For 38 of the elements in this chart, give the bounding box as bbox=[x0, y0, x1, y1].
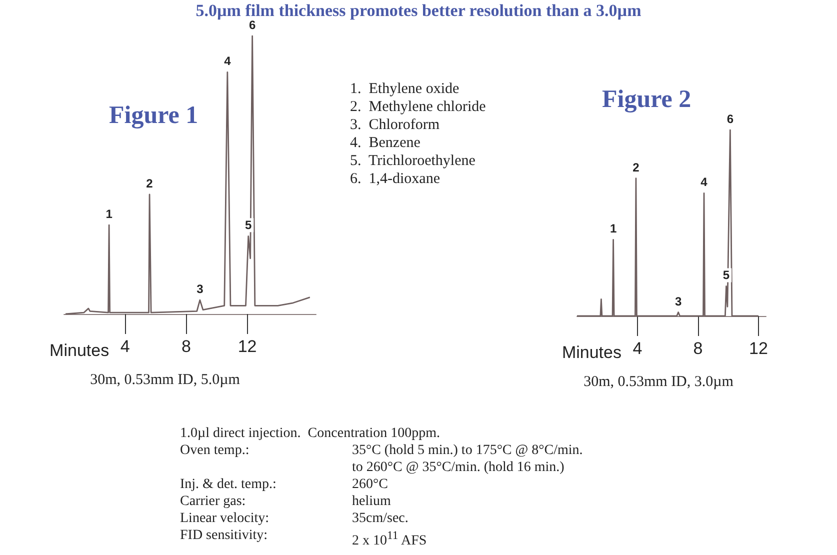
annotation: 3 bbox=[674, 294, 682, 308]
x-axis-title: Minutes bbox=[562, 343, 622, 362]
text: Linear velocity: 35cm/sec. bbox=[180, 511, 408, 526]
x-tick-label: 12 bbox=[748, 339, 768, 358]
annotation: 4 bbox=[700, 175, 708, 190]
text: 1. Ethylene oxide bbox=[350, 80, 460, 98]
annotation: 3 bbox=[196, 282, 204, 296]
text: FID sensitivity: 2 x 10$^{11}$ AFS bbox=[180, 528, 427, 549]
text: to 260°C @ 35°C/min. (hold 16 min.) bbox=[352, 459, 566, 476]
x-tick-label: 8 bbox=[181, 337, 191, 356]
annotation: 1 bbox=[610, 222, 617, 236]
text: 1.0µl direct injection. Concentration 100ppm. bbox=[180, 425, 442, 442]
annotation: 2 bbox=[146, 176, 154, 190]
annotation: 6 bbox=[726, 112, 734, 126]
chart-title: Figure 2 bbox=[602, 86, 692, 113]
x-axis-title: Minutes bbox=[50, 341, 110, 360]
text: 30m, 0.53mm ID, 3.0µm bbox=[584, 374, 734, 390]
text: 2. Methylene chloride bbox=[350, 98, 486, 116]
x-tick-label: 4 bbox=[632, 339, 642, 358]
annotation: 1 bbox=[106, 207, 113, 222]
text: Inj. & det. temp.: 260°C bbox=[180, 477, 388, 492]
text: Oven temp.: 35°C (hold 5 min.) to 175°C @ 8°C/min. bbox=[180, 443, 583, 458]
annotation: 5 bbox=[722, 268, 730, 282]
text: Carrier gas: helium bbox=[180, 494, 391, 509]
annotation: 5 bbox=[245, 218, 252, 232]
text: 5. Trichloroethylene bbox=[350, 152, 476, 170]
x-tick-label: 12 bbox=[238, 337, 257, 356]
text: 5.0µm film thickness promotes better resolution than a 3.0µm bbox=[194, 1, 642, 20]
text: 4. Benzene bbox=[350, 134, 422, 152]
text: 6. 1,4-dioxane bbox=[350, 170, 441, 188]
x-tick-label: 8 bbox=[693, 339, 703, 358]
text: Figure 1 bbox=[109, 102, 198, 129]
x-tick-label: 4 bbox=[120, 337, 130, 356]
annotation: 4 bbox=[224, 54, 232, 68]
text: 30m, 0.53mm ID, 5.0µm bbox=[90, 372, 240, 388]
text: 3. Chloroform bbox=[350, 116, 441, 134]
annotation: 6 bbox=[248, 18, 256, 32]
annotation: 2 bbox=[632, 160, 640, 174]
